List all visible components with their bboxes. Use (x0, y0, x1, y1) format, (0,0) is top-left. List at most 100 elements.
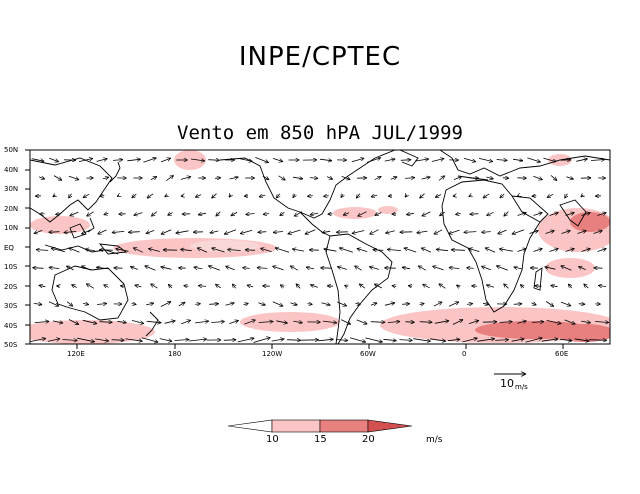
wind-vector (210, 231, 219, 233)
legend-swatch-below-10 (227, 419, 273, 433)
wind-vector (272, 266, 284, 271)
wind-vector (371, 195, 378, 197)
wind-vector (245, 250, 256, 251)
wind-vector (421, 177, 431, 179)
wind-vector (543, 157, 557, 161)
wind-vector (322, 321, 337, 323)
wind-vector (419, 322, 433, 323)
wind-vector (531, 322, 544, 323)
wind-vector (486, 285, 495, 287)
wind-vector (352, 230, 365, 234)
wind-vector (125, 338, 143, 341)
wind-vector (32, 268, 44, 269)
wind-vector (293, 321, 302, 323)
wind-vector (244, 320, 255, 325)
legend-swatch-15-20 (319, 419, 369, 433)
wind-vector (176, 230, 189, 233)
wind-vector (215, 284, 221, 289)
wind-vector (405, 195, 407, 198)
wind-vector (71, 285, 77, 288)
wind-vector (276, 193, 279, 198)
wind-vector (434, 229, 443, 235)
wind-vector (451, 250, 466, 251)
wind-vector (464, 232, 477, 233)
wind-vector (478, 158, 493, 161)
wind-vector (322, 231, 331, 233)
wind-vector (581, 213, 591, 216)
wind-vector (541, 339, 558, 342)
wind-vector (581, 249, 591, 252)
wind-vector (195, 195, 202, 198)
wind-vector (481, 266, 491, 271)
wind-vector (47, 339, 60, 342)
wind-vector (449, 268, 460, 269)
wind-vector (49, 232, 60, 233)
wind-vector (373, 250, 384, 251)
wind-vector (178, 302, 185, 307)
wind-vector (132, 193, 137, 198)
wind-vector (310, 285, 318, 288)
wind-vector (545, 231, 555, 234)
wind-vector (180, 177, 191, 180)
wind-vector (100, 196, 105, 197)
wind-vector (246, 214, 255, 215)
legend-unit: m/s (426, 435, 443, 445)
wind-vector (413, 338, 430, 342)
wind-vector (224, 229, 237, 235)
coastline-new-zealand (145, 311, 159, 337)
wind-vector (408, 286, 412, 287)
wind-vector (64, 231, 77, 232)
wind-vector (135, 285, 142, 287)
wind-vector (321, 303, 331, 306)
wind-vector (49, 157, 59, 162)
wind-vector (280, 285, 284, 288)
wind-vector (48, 301, 59, 306)
wind-vector (69, 248, 80, 253)
wind-vector (78, 158, 93, 162)
wind-vector (189, 339, 207, 341)
wind-vector (237, 338, 255, 343)
wind-vector (258, 232, 267, 233)
wind-vector (422, 211, 431, 216)
wind-vector (134, 212, 143, 216)
coastline-africa (441, 179, 541, 313)
wind-vector (229, 195, 231, 198)
wind-vector (146, 230, 155, 233)
reference-vector-unit: m/s (515, 383, 528, 391)
wind-vector (292, 249, 305, 251)
wind-vector (253, 338, 271, 343)
wind-vector (39, 214, 45, 215)
wind-vector (513, 304, 522, 305)
wind-vector (116, 249, 129, 252)
wind-vector (486, 211, 494, 215)
wind-vector (309, 178, 318, 179)
wind-vector (356, 319, 368, 324)
wind-vector (385, 231, 395, 234)
wind-vector (223, 340, 236, 341)
wind-vector (131, 304, 137, 305)
lat-label-40n: 40N (4, 166, 19, 174)
wind-vector (198, 286, 206, 287)
wind-vector (168, 213, 173, 216)
wind-vector (447, 339, 460, 340)
wind-vector (366, 158, 381, 163)
wind-vector (83, 193, 90, 198)
coastline-new-guinea (98, 243, 128, 255)
wind-vector (305, 229, 316, 234)
wind-vector (485, 248, 496, 253)
wind-vector (229, 177, 239, 179)
wind-vector (257, 268, 268, 269)
wind-vector (565, 193, 568, 199)
wind-vector (392, 286, 397, 287)
coastline-south-america-west (325, 235, 341, 344)
wind-vector (68, 175, 79, 180)
wind-vector (514, 267, 523, 269)
wind-vector (33, 303, 42, 304)
axis-ticks (25, 149, 564, 349)
wind-vector (529, 231, 539, 234)
wind-vector (545, 301, 554, 307)
wind-vector (209, 304, 219, 305)
wind-vector (466, 268, 474, 269)
coastline-australia (51, 265, 129, 321)
wind-vector (197, 248, 208, 253)
